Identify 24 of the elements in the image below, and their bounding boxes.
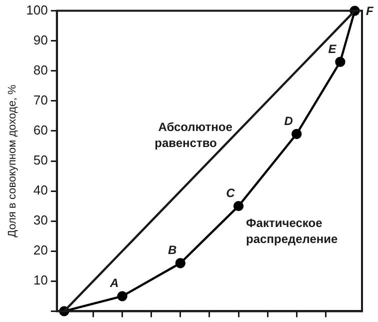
y-tick-label: 70 xyxy=(33,92,48,108)
data-label: D xyxy=(284,114,294,128)
y-tick-label: 10 xyxy=(33,272,48,288)
point xyxy=(175,258,186,268)
y-axis-title: Доля в совокупном доходе, % xyxy=(6,84,19,238)
data-label: A xyxy=(108,276,119,290)
data-label: F xyxy=(366,4,374,18)
y-tick-label: 100 xyxy=(26,2,48,18)
point xyxy=(335,56,346,67)
point xyxy=(292,128,302,140)
y-tick-label: 50 xyxy=(33,152,48,168)
y-tick-label: 40 xyxy=(33,182,48,198)
data-label: C xyxy=(226,186,236,200)
series-label: Фактическое распределение xyxy=(246,216,338,246)
series-label: Абсолютное равенство xyxy=(154,120,233,150)
y-tick-label: 80 xyxy=(33,62,48,78)
data-label: E xyxy=(328,42,338,56)
y-tick-label: 20 xyxy=(33,242,48,258)
point xyxy=(233,200,244,212)
point xyxy=(117,291,128,302)
y-tick-label: 30 xyxy=(33,212,48,228)
y-tick-label: 60 xyxy=(33,122,48,138)
y-tick-label: 90 xyxy=(33,32,48,48)
data-label: B xyxy=(168,243,178,258)
